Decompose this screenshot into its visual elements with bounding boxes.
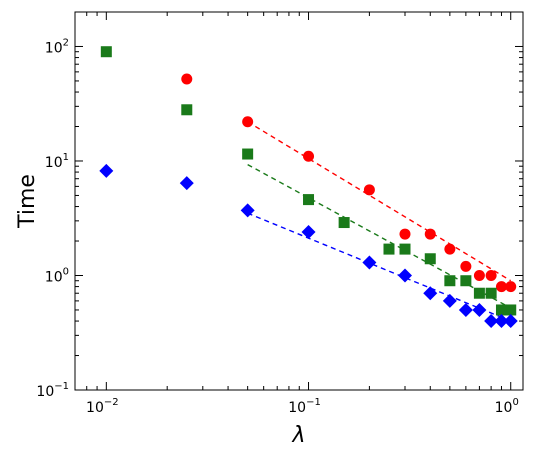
y-tick-label: 100 [45,266,69,285]
data-point-square [383,244,394,255]
data-point-circle [399,229,410,240]
data-point-square [181,104,192,115]
data-point-circle [444,244,455,255]
y-tick-label: 10−1 [36,381,69,400]
data-point-circle [303,151,314,162]
data-point-diamond [241,203,255,217]
data-point-diamond [423,286,437,300]
data-point-circle [486,270,497,281]
fit-line-circle [248,122,511,281]
data-point-square [444,275,455,286]
x-tick-label: 10−1 [288,397,321,416]
x-tick-label: 10−2 [86,397,119,416]
y-tick-label: 102 [45,37,69,56]
data-point-diamond [99,164,113,178]
data-point-circle [242,116,253,127]
x-tick-label: 100 [495,397,519,416]
data-point-square [101,46,112,57]
data-point-square [303,194,314,205]
data-point-diamond [459,303,473,317]
data-point-diamond [504,314,518,328]
x-axis-label: λ [291,423,305,448]
plot-marks [99,46,517,328]
data-point-square [242,149,253,160]
y-axis-label: Time [15,174,40,229]
data-point-square [460,275,471,286]
data-point-square [339,217,350,228]
data-point-circle [474,270,485,281]
data-point-square [425,253,436,264]
data-point-circle [181,73,192,84]
data-point-circle [505,281,516,292]
data-point-circle [460,261,471,272]
data-point-diamond [180,176,194,190]
fit-line-square [248,165,511,308]
data-point-diamond [362,255,376,269]
axis-ticks: 10−2 10−1 100 10−1 100 101 102 [36,12,523,416]
data-point-diamond [472,303,486,317]
data-point-square [505,304,516,315]
data-point-square [486,288,497,299]
y-tick-label: 101 [45,152,69,171]
data-point-square [474,288,485,299]
plot-frame [75,12,523,390]
data-point-square [399,244,410,255]
data-point-diamond [302,225,316,239]
data-point-circle [425,229,436,240]
data-point-diamond [443,294,457,308]
data-point-circle [364,184,375,195]
